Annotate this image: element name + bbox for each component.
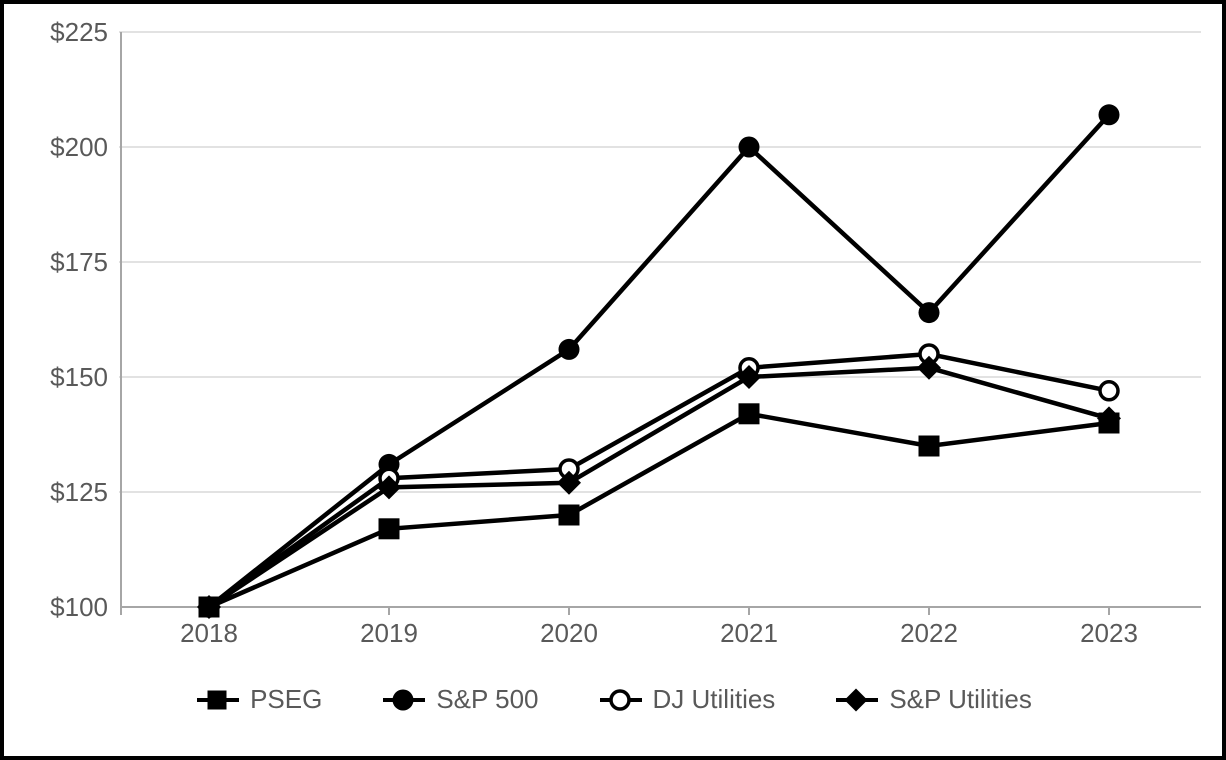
series-line <box>207 113 1111 609</box>
x-tick-label: 2018 <box>180 618 238 648</box>
series-line <box>207 351 1110 609</box>
y-tick-label: $200 <box>50 132 108 162</box>
series-s-p-utilities <box>197 355 1121 619</box>
data-point-filled-diamond <box>377 475 401 500</box>
total-return-line-chart: $225 $200 $175 $150 $125 $100 2018 2019 2020 2021… <box>50 17 1201 648</box>
x-tick-label: 2021 <box>720 618 778 648</box>
series-s-p-500 <box>198 104 1120 618</box>
data-point-filled-diamond <box>917 355 941 380</box>
legend-label-dj-utilities: DJ Utilities <box>652 684 776 714</box>
data-point-filled-square <box>918 435 940 457</box>
x-tick-label: 2019 <box>360 618 418 648</box>
legend-item-dj-utilities: DJ Utilities <box>597 684 776 715</box>
data-point-filled-square <box>378 518 400 540</box>
data-point-filled-circle <box>738 136 760 158</box>
x-tick-label: 2023 <box>1080 618 1138 648</box>
data-point-filled-circle <box>918 302 940 324</box>
y-tick-label: $150 <box>50 362 108 392</box>
data-point-filled-circle <box>1098 104 1120 126</box>
data-point-filled-diamond <box>737 365 761 389</box>
data-point-filled-diamond <box>1097 406 1121 431</box>
y-tick-label: $100 <box>50 592 108 622</box>
x-tick-label: 2020 <box>540 618 598 648</box>
y-tick-label: $125 <box>50 477 108 507</box>
axis-labels: $225 $200 $175 $150 $125 $100 2018 2019 2020 2021… <box>50 17 1138 648</box>
legend-label-pseg: PSEG <box>250 684 323 714</box>
gridlines <box>119 31 1201 493</box>
series-pseg <box>198 403 1120 618</box>
data-point-filled-diamond <box>557 470 581 495</box>
open-circle-marker-icon <box>599 688 642 711</box>
legend-item-sp-utilities: S&P Utilities <box>833 684 1032 715</box>
series-dj-utilities <box>198 343 1120 618</box>
data-point-filled-square <box>738 403 760 425</box>
legend-label-sp500: S&P 500 <box>436 684 539 714</box>
x-tick-label: 2022 <box>900 618 958 648</box>
data-point-open-circle <box>1098 380 1120 402</box>
y-tick-label: $175 <box>50 247 108 277</box>
axes <box>120 32 1201 615</box>
filled-square-marker-icon <box>197 690 240 709</box>
y-tick-label: $225 <box>50 17 108 47</box>
filled-circle-marker-icon <box>383 689 426 710</box>
data-point-filled-circle <box>558 338 580 360</box>
data-point-filled-square <box>558 504 580 526</box>
legend-label-sp-utilities: S&P Utilities <box>889 684 1032 714</box>
data-point-filled-diamond <box>197 595 221 619</box>
series-line <box>208 411 1110 610</box>
series-line <box>207 365 1110 609</box>
legend-item-pseg: PSEG <box>194 684 322 715</box>
chart-legend: PSEG S&P 500 DJ Utilities S&P Utilities <box>4 684 1222 715</box>
legend-item-sp500: S&P 500 <box>380 684 539 715</box>
filled-diamond-marker-icon <box>836 688 879 711</box>
